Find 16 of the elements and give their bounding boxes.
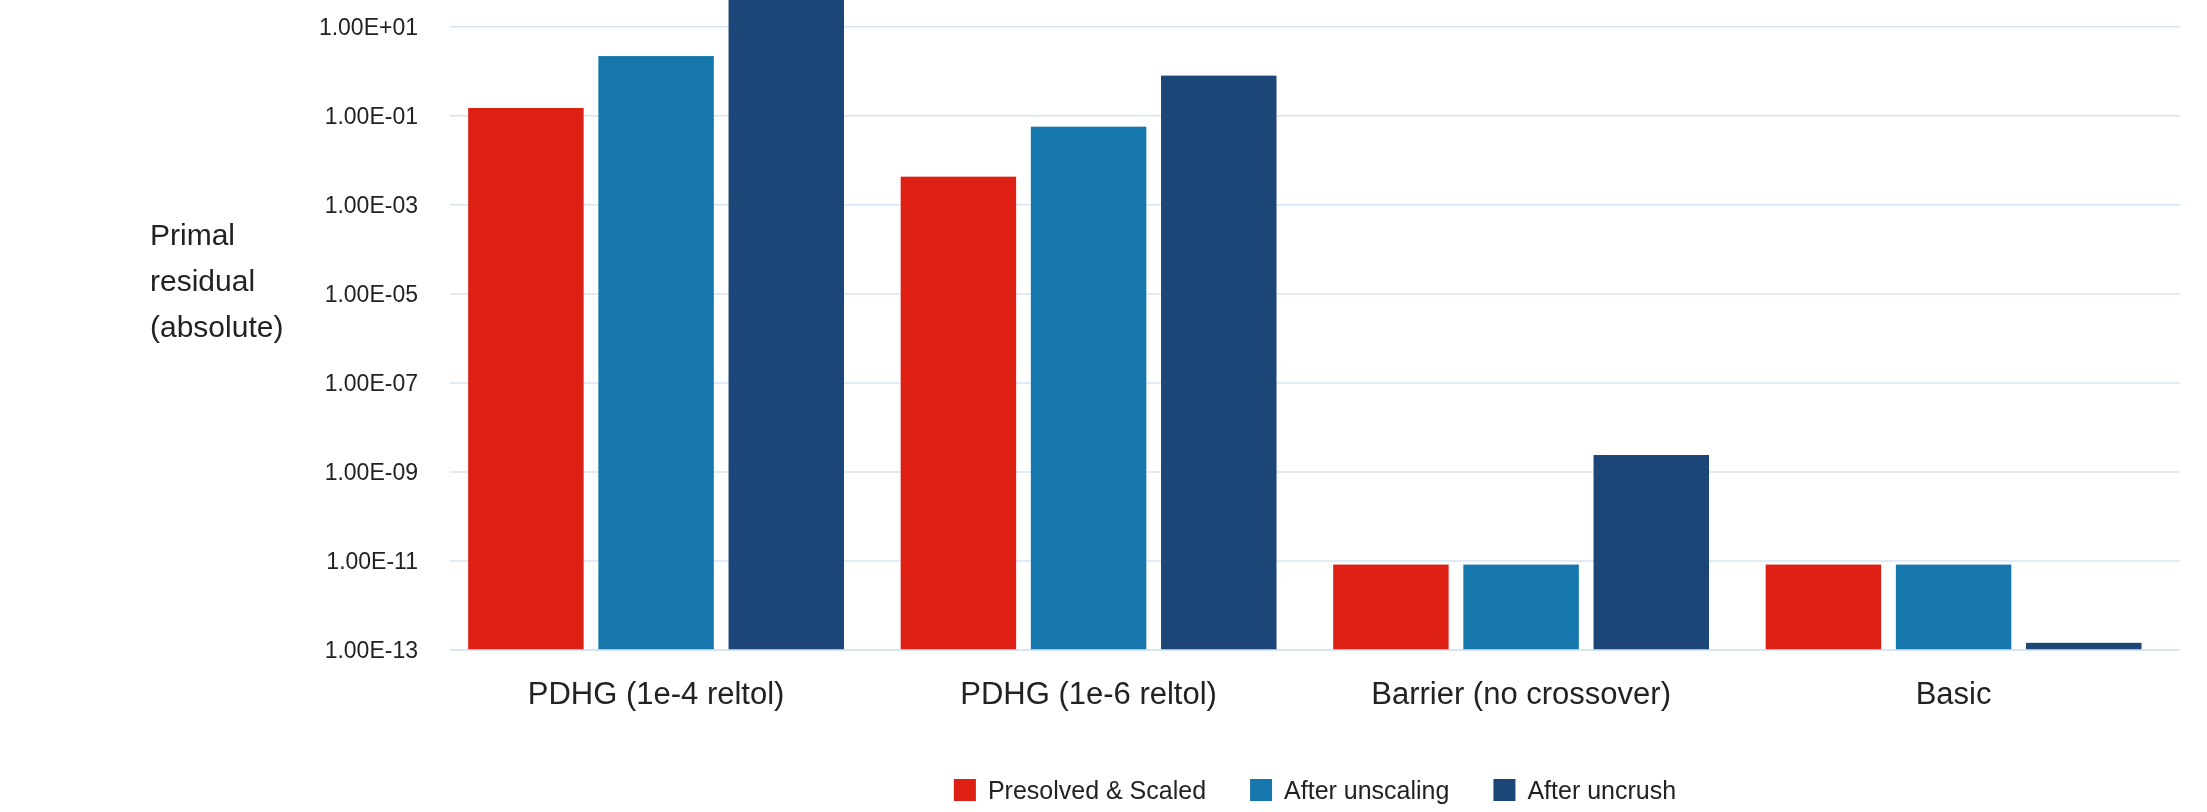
legend-label: Presolved & Scaled: [987, 776, 1207, 804]
x-tick-label: Basic: [1915, 676, 1992, 712]
y-tick-label: 1.00E-11: [326, 547, 418, 574]
x-tick-label: PDHG (1e-4 reltol): [527, 676, 785, 712]
x-tick-label: PDHG (1e-6 reltol): [960, 676, 1217, 712]
x-tick-label: Barrier (no crossover): [1371, 676, 1671, 712]
y-tick-label: 1.00E+01: [318, 13, 418, 40]
legend-label: After unscaling: [1284, 776, 1450, 804]
y-tick-label: 1.00E-01: [324, 102, 418, 129]
y-tick-label: 1.00E-07: [324, 369, 418, 396]
y-tick-label: 1.00E-13: [324, 636, 418, 663]
y-tick-label: 1.00E-09: [324, 458, 418, 485]
y-tick-label: 1.00E-03: [324, 191, 418, 218]
y-axis-title: Primal residual (absolute): [150, 218, 284, 343]
legend-label: After uncrush: [1527, 776, 1677, 804]
y-tick-label: 1.00E-05: [324, 280, 418, 307]
